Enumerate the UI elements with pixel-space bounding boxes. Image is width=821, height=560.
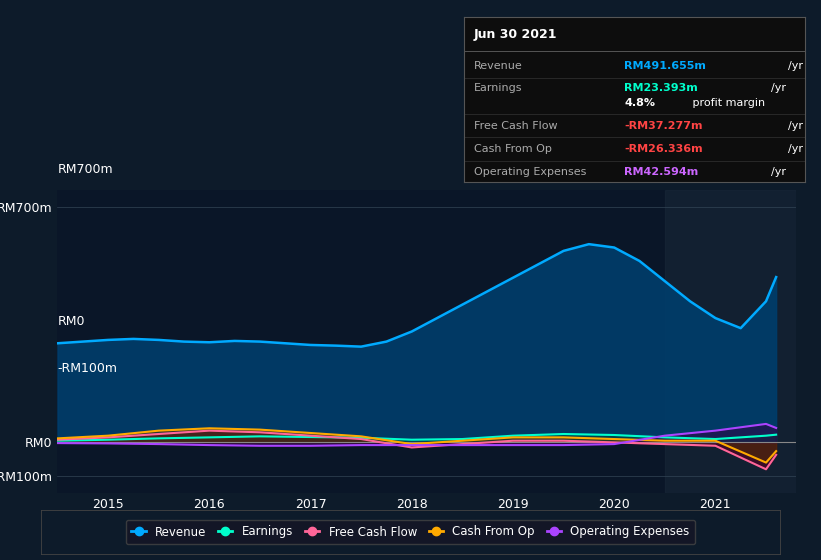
Text: /yr: /yr	[771, 83, 787, 93]
Text: Cash From Op: Cash From Op	[474, 144, 552, 154]
Text: /yr: /yr	[787, 144, 803, 154]
Text: -RM37.277m: -RM37.277m	[624, 121, 703, 131]
Text: RM491.655m: RM491.655m	[624, 62, 706, 72]
Text: Revenue: Revenue	[474, 62, 523, 72]
Text: Free Cash Flow: Free Cash Flow	[474, 121, 557, 131]
Text: profit margin: profit margin	[690, 98, 765, 108]
Text: Operating Expenses: Operating Expenses	[474, 167, 586, 177]
Legend: Revenue, Earnings, Free Cash Flow, Cash From Op, Operating Expenses: Revenue, Earnings, Free Cash Flow, Cash …	[126, 520, 695, 544]
Text: Jun 30 2021: Jun 30 2021	[474, 29, 557, 41]
Text: /yr: /yr	[787, 121, 803, 131]
Text: -RM26.336m: -RM26.336m	[624, 144, 703, 154]
Text: 4.8%: 4.8%	[624, 98, 655, 108]
Text: /yr: /yr	[787, 62, 803, 72]
Text: RM0: RM0	[57, 315, 85, 328]
Text: Earnings: Earnings	[474, 83, 523, 93]
Text: -RM100m: -RM100m	[57, 362, 117, 375]
Bar	[665, 190, 796, 493]
Text: /yr: /yr	[771, 167, 787, 177]
Text: RM42.594m: RM42.594m	[624, 167, 698, 177]
Text: RM700m: RM700m	[57, 164, 113, 176]
Text: RM23.393m: RM23.393m	[624, 83, 698, 93]
